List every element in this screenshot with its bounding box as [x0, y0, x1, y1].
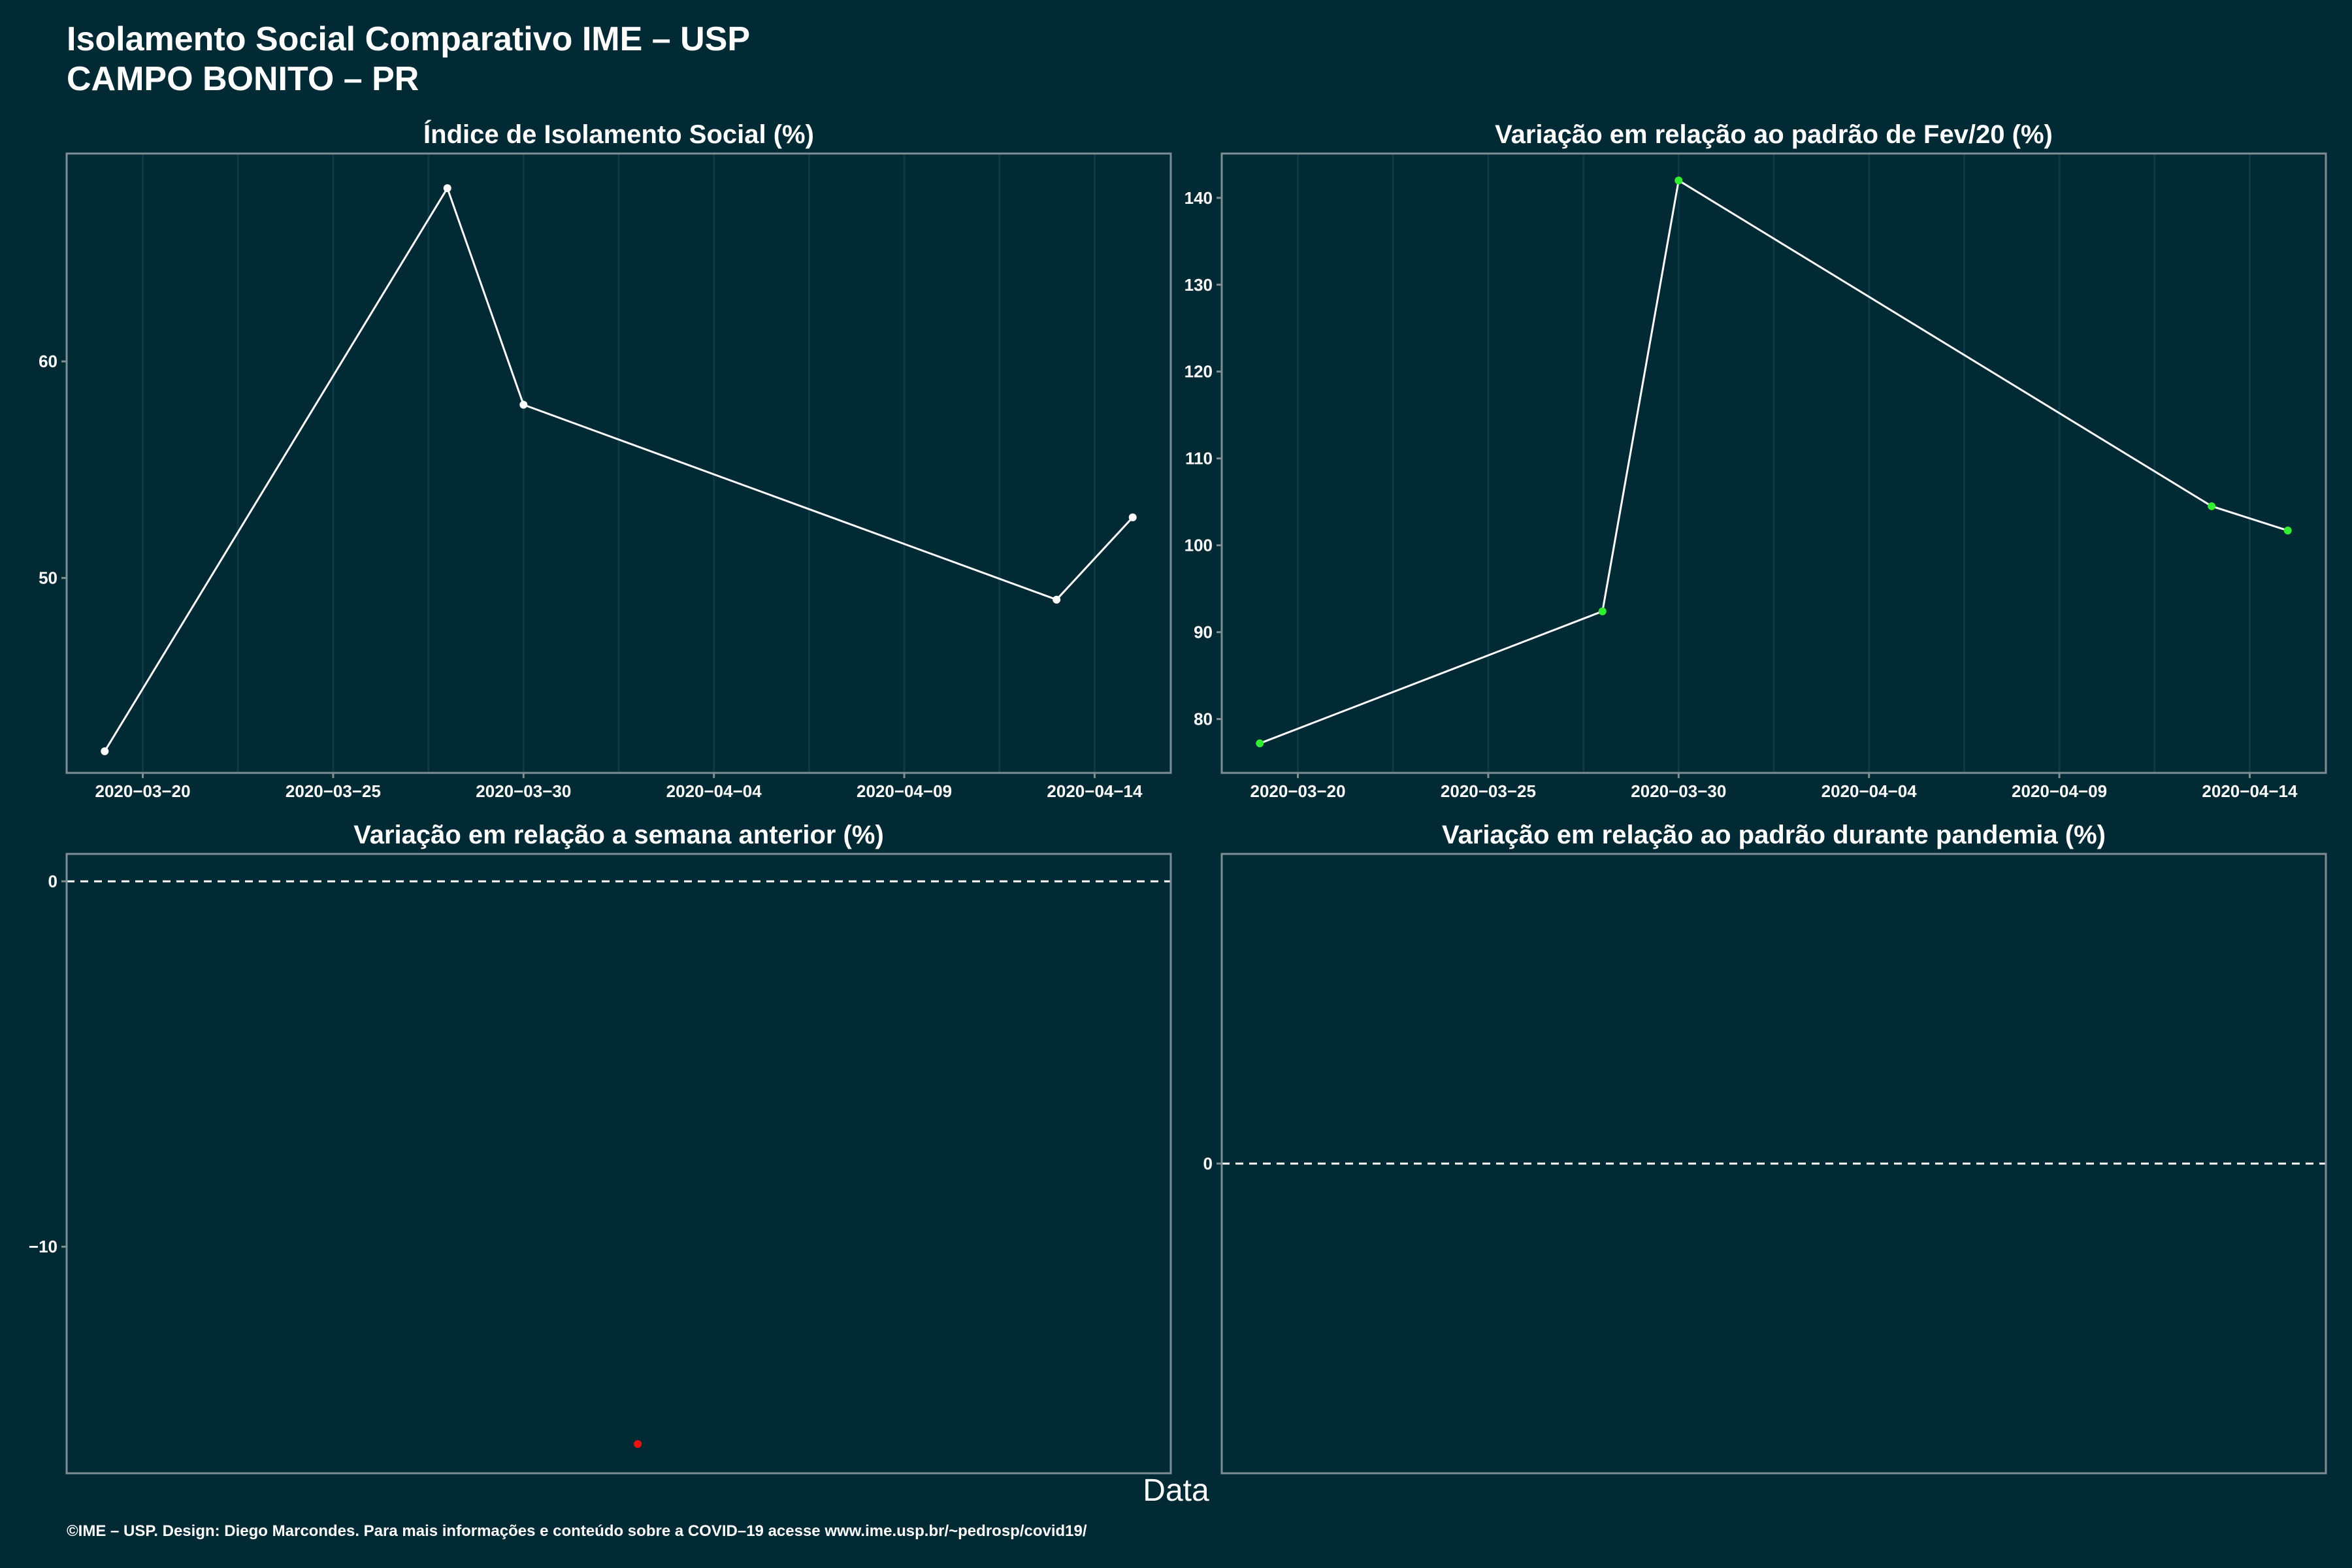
x-tick-label: 2020−03−30 — [1631, 781, 1726, 801]
x-tick-label: 2020−03−20 — [95, 781, 191, 801]
chart-title-line1: Isolamento Social Comparativo IME – USP — [67, 20, 751, 58]
data-point — [1256, 739, 1264, 747]
chart-panel-1: Índice de Isolamento Social (%) 50 60 2020−… — [39, 120, 1172, 801]
panel-border — [65, 853, 1172, 1475]
x-tick-label: 2020−04−04 — [666, 781, 762, 801]
y-tick-label: −10 — [29, 1237, 57, 1256]
x-axis-title: Data — [1143, 1473, 1209, 1508]
data-point — [1598, 607, 1607, 615]
panel-title: Variação em relação a semana anterior (%… — [353, 821, 884, 849]
y-tick-label: 100 — [1184, 536, 1213, 555]
panel-title: Índice de Isolamento Social (%) — [423, 120, 814, 149]
x-tick-label: 2020−03−25 — [286, 781, 381, 801]
y-tick-label: 120 — [1184, 362, 1213, 382]
x-tick-label: 2020−04−09 — [857, 781, 952, 801]
data-point — [2283, 527, 2292, 535]
y-tick-label: 0 — [1203, 1154, 1213, 1173]
x-tick-label: 2020−03−25 — [1441, 781, 1536, 801]
x-tick-label: 2020−04−04 — [1821, 781, 1918, 801]
x-tick-label: 2020−03−30 — [476, 781, 571, 801]
data-point — [1674, 176, 1683, 185]
data-point — [519, 400, 528, 409]
x-tick-label: 2020−04−14 — [1047, 781, 1143, 801]
footer-caption: ©IME – USP. Design: Diego Marcondes. Par… — [67, 1522, 1087, 1540]
y-tick-label: 0 — [48, 872, 57, 891]
chart-title-line2: CAMPO BONITO – PR — [67, 60, 419, 98]
panel-title: Variação em relação ao padrão de Fev/20 … — [1495, 120, 2053, 149]
panel-title: Variação em relação ao padrão durante pa… — [1442, 821, 2106, 849]
y-tick-label: 60 — [39, 351, 57, 371]
chart-panel-4: Variação em relação ao padrão durante pa… — [1203, 821, 2327, 1475]
y-tick-label: 80 — [1194, 710, 1213, 729]
data-point — [1053, 595, 1061, 604]
panel-border — [1220, 152, 2327, 774]
y-tick-label: 90 — [1194, 623, 1213, 642]
chart-panel-3: Variação em relação a semana anterior (%… — [29, 821, 1172, 1475]
x-tick-label: 2020−04−09 — [2012, 781, 2107, 801]
y-tick-label: 130 — [1184, 275, 1213, 295]
chart-panel-2: Variação em relação ao padrão de Fev/20 … — [1184, 120, 2327, 801]
x-tick-label: 2020−03−20 — [1250, 781, 1346, 801]
panel-border — [65, 152, 1172, 774]
data-point — [2208, 502, 2216, 510]
data-point — [101, 747, 109, 755]
y-tick-label: 140 — [1184, 188, 1213, 208]
y-tick-label: 110 — [1185, 449, 1213, 468]
data-point — [634, 1440, 642, 1448]
y-tick-label: 50 — [39, 568, 57, 588]
data-point — [1128, 513, 1137, 521]
data-point — [443, 184, 451, 193]
x-tick-label: 2020−04−14 — [2202, 781, 2298, 801]
